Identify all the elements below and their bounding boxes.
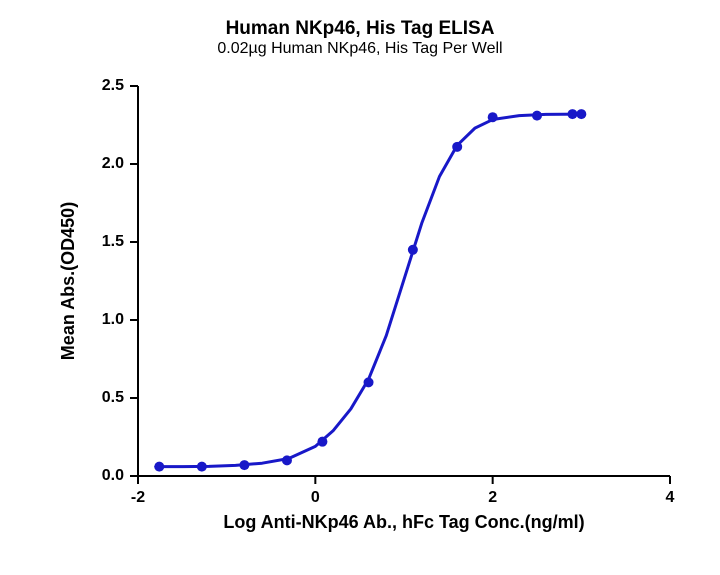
chart-subtitle: 0.02µg Human NKp46, His Tag Per Well	[0, 40, 720, 58]
data-marker	[576, 109, 586, 119]
y-tick-label: 2.0	[102, 155, 124, 172]
y-tick-label: 1.5	[102, 233, 124, 250]
fit-curve	[156, 114, 582, 467]
data-marker	[239, 460, 249, 470]
data-marker	[532, 111, 542, 121]
chart-canvas: 0.0 0.5 1.0 1.5 2.0 2.5 -2 0 2 4 Mean Abs.(OD450) L…	[0, 0, 720, 575]
x-tick-label: 0	[311, 489, 320, 506]
y-tick-label: 1.0	[102, 311, 124, 328]
data-marker	[452, 142, 462, 152]
x-tick-label: -2	[131, 489, 145, 506]
y-axis-label: Mean Abs.(OD450)	[58, 202, 78, 360]
data-marker	[364, 377, 374, 387]
chart-title: Human NKp46, His Tag ELISA	[0, 18, 720, 40]
data-marker	[488, 112, 498, 122]
elisa-chart: Human NKp46, His Tag ELISA 0.02µg Human …	[0, 0, 720, 575]
y-tick-label: 0.0	[102, 467, 124, 484]
data-marker	[282, 455, 292, 465]
y-tick-label: 2.5	[102, 77, 124, 94]
x-tick-label: 2	[488, 489, 497, 506]
data-marker	[317, 437, 327, 447]
x-tick-label: 4	[666, 489, 675, 506]
x-axis-label: Log Anti-NKp46 Ab., hFc Tag Conc.(ng/ml)	[223, 512, 584, 532]
data-marker	[197, 462, 207, 472]
data-marker	[408, 245, 418, 255]
data-marker	[567, 109, 577, 119]
data-marker	[154, 462, 164, 472]
y-tick-label: 0.5	[102, 389, 124, 406]
